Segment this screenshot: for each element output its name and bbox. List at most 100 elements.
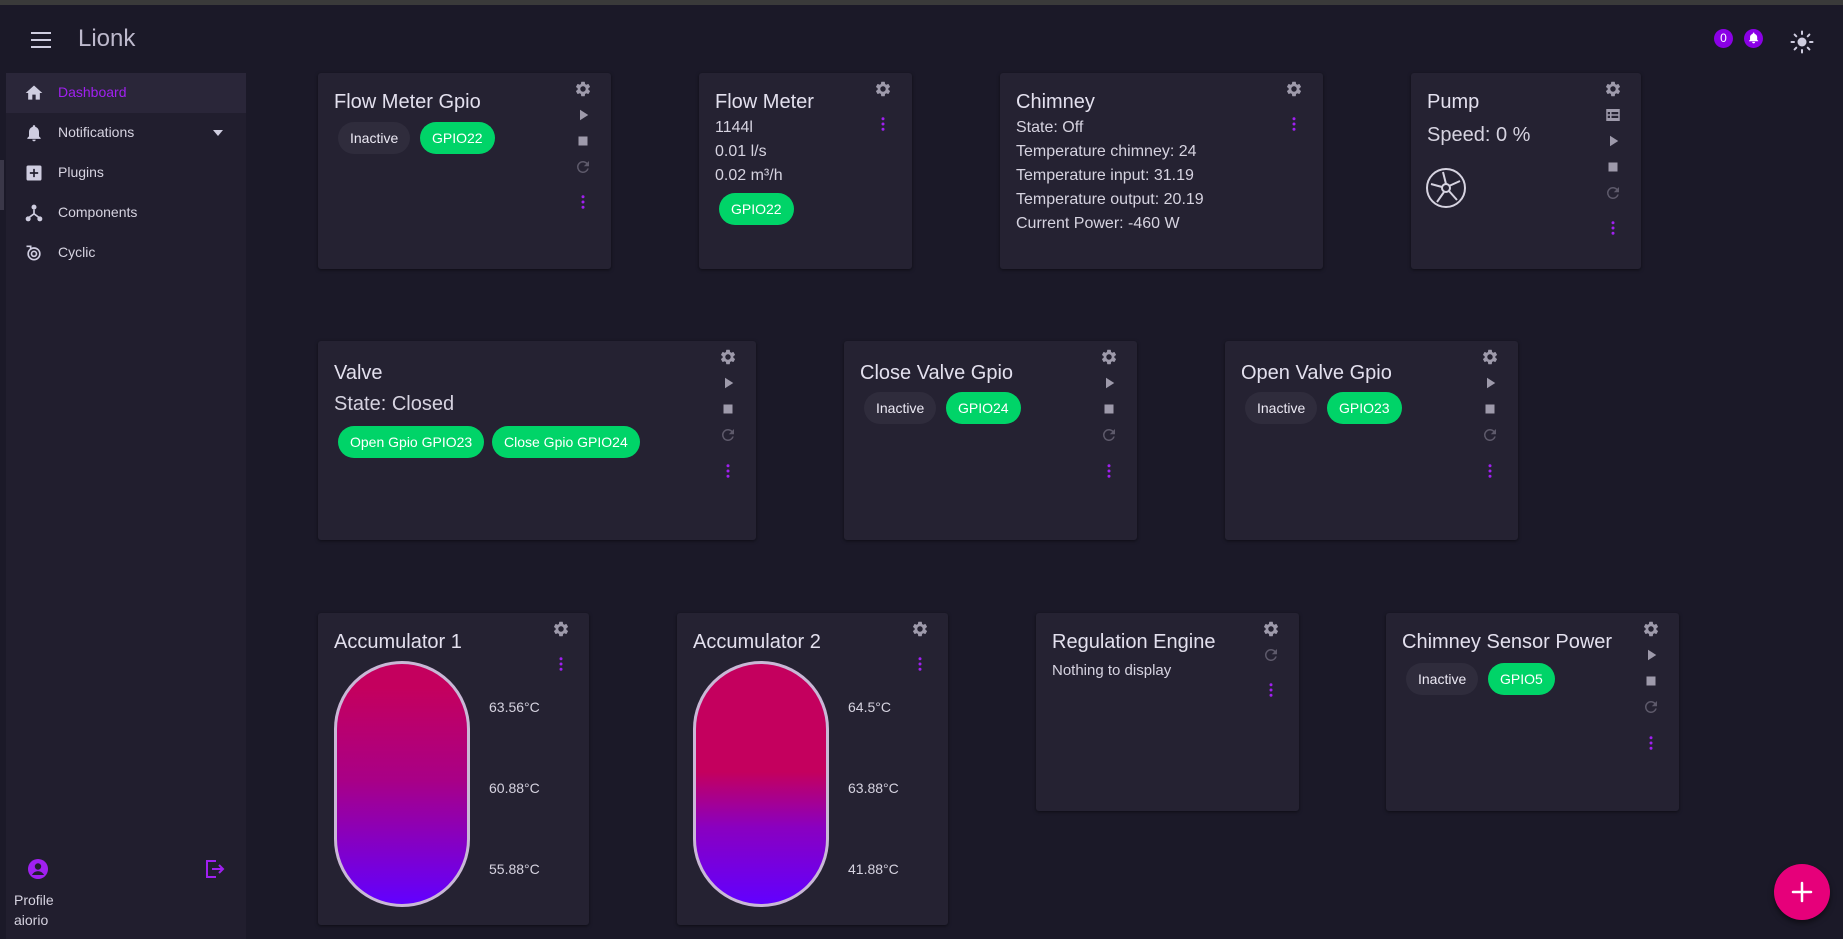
gpio-chip[interactable]: GPIO22 [420,122,495,154]
status-chip: Inactive [1245,392,1318,424]
sidebar-item-plugins[interactable]: Plugins [6,153,246,193]
app-title: Lionk [78,25,136,52]
card-valve: Valve State: Closed Open Gpio GPIO23 Clo… [318,341,756,540]
menu-icon[interactable] [28,32,56,50]
reload-icon[interactable] [1481,426,1499,444]
cycle-icon [26,245,41,261]
stop-icon[interactable] [1481,400,1499,418]
status-chip: Inactive [338,122,411,154]
logout-icon[interactable] [202,857,226,881]
card-open-valve-gpio: Open Valve Gpio Inactive GPIO23 [1225,341,1518,540]
gear-icon[interactable] [911,620,929,638]
reload-icon[interactable] [1262,646,1280,664]
notification-bell-icon[interactable] [1744,29,1763,48]
card-title: Close Valve Gpio [860,362,1014,384]
gear-icon[interactable] [1642,620,1660,638]
sidebar-item-components[interactable]: Components [6,193,246,233]
reload-icon[interactable] [1100,426,1118,444]
output-temperature: Temperature output: 20.19 [1016,191,1204,208]
reload-icon[interactable] [1642,698,1660,716]
more-vert-icon[interactable] [911,655,929,673]
chimney-state: State: Off [1016,119,1084,136]
pump-speed: Speed: 0 % [1427,124,1531,146]
gpio-chip[interactable]: GPIO22 [719,193,794,225]
card-flow-meter: Flow Meter 1144l 0.01 l/s 0.02 m³/h GPIO… [699,73,912,269]
gear-icon[interactable] [1285,80,1303,98]
stop-icon[interactable] [1604,158,1622,176]
window-top-border [0,0,1843,5]
sidebar-item-cyclic[interactable]: Cyclic [6,233,246,273]
play-icon[interactable] [1642,646,1660,664]
gear-icon[interactable] [552,620,570,638]
drawer-edge-handle[interactable] [0,160,4,210]
gpio-chip[interactable]: GPIO24 [946,392,1021,424]
more-vert-icon[interactable] [1604,219,1622,237]
more-vert-icon[interactable] [1481,462,1499,480]
bell-icon [27,125,41,142]
chevron-down-icon[interactable] [213,130,223,136]
play-icon[interactable] [719,374,737,392]
more-vert-icon[interactable] [1642,734,1660,752]
card-title: Chimney Sensor Power [1402,631,1613,653]
gear-icon[interactable] [1100,348,1118,366]
more-vert-icon[interactable] [1100,462,1118,480]
gear-icon[interactable] [719,348,737,366]
reload-icon[interactable] [574,158,592,176]
more-vert-icon[interactable] [552,655,570,673]
card-title: Accumulator 2 [693,631,821,653]
more-vert-icon[interactable] [1262,681,1280,699]
gear-icon[interactable] [1481,348,1499,366]
reload-icon[interactable] [719,426,737,444]
play-icon[interactable] [1100,374,1118,392]
bottom-temperature: 55.88°C [489,861,540,877]
profile-label[interactable]: Profile [14,892,54,908]
gpio-chip[interactable]: GPIO23 [1327,392,1402,424]
card-accumulator-2: Accumulator 2 64.5°C 63.88°C 41.88°C [677,613,948,925]
middle-temperature: 63.88°C [848,780,899,796]
open-gpio-chip[interactable]: Open Gpio GPIO23 [338,426,485,458]
more-vert-icon[interactable] [874,115,892,133]
card-title: Flow Meter [715,91,814,113]
empty-message: Nothing to display [1052,662,1172,679]
sidebar: Dashboard Notifications Plugins Componen… [6,73,246,939]
notification-count-badge[interactable]: 0 [1714,29,1733,48]
stop-icon[interactable] [1100,400,1118,418]
gear-icon[interactable] [1604,80,1622,98]
sidebar-item-label: Cyclic [58,244,96,260]
tank-gauge [693,661,829,907]
bottom-temperature: 41.88°C [848,861,899,877]
flow-rate: 0.01 l/s [715,143,767,160]
table-icon[interactable] [1604,106,1622,124]
stop-icon[interactable] [719,400,737,418]
plus-box-icon [26,165,42,181]
card-pump: Pump Speed: 0 % [1411,73,1641,269]
sidebar-item-notifications[interactable]: Notifications [6,113,246,153]
play-icon[interactable] [1604,132,1622,150]
chimney-temperature: Temperature chimney: 24 [1016,143,1197,160]
gear-icon[interactable] [874,80,892,98]
gear-icon[interactable] [574,80,592,98]
card-title: Pump [1427,91,1480,113]
theme-toggle-sun-icon[interactable] [1790,30,1814,54]
close-gpio-chip[interactable]: Close Gpio GPIO24 [492,426,640,458]
more-vert-icon[interactable] [1285,115,1303,133]
play-icon[interactable] [1481,374,1499,392]
add-fab-button[interactable] [1774,864,1830,920]
reload-icon[interactable] [1604,184,1622,202]
card-title: Open Valve Gpio [1241,362,1392,384]
account-circle-icon[interactable] [26,857,50,881]
card-chimney: Chimney State: Off Temperature chimney: … [1000,73,1323,269]
more-vert-icon[interactable] [574,193,592,211]
more-vert-icon[interactable] [719,462,737,480]
valve-state: State: Closed [334,393,455,415]
sidebar-item-dashboard[interactable]: Dashboard [6,73,246,113]
stop-icon[interactable] [574,132,592,150]
gear-icon[interactable] [1262,620,1280,638]
play-icon[interactable] [574,106,592,124]
network-icon [25,204,43,222]
status-chip: Inactive [1406,663,1479,695]
current-power: Current Power: -460 W [1016,215,1180,232]
stop-icon[interactable] [1642,672,1660,690]
gpio-chip[interactable]: GPIO5 [1488,663,1555,695]
plus-icon [1791,881,1813,903]
